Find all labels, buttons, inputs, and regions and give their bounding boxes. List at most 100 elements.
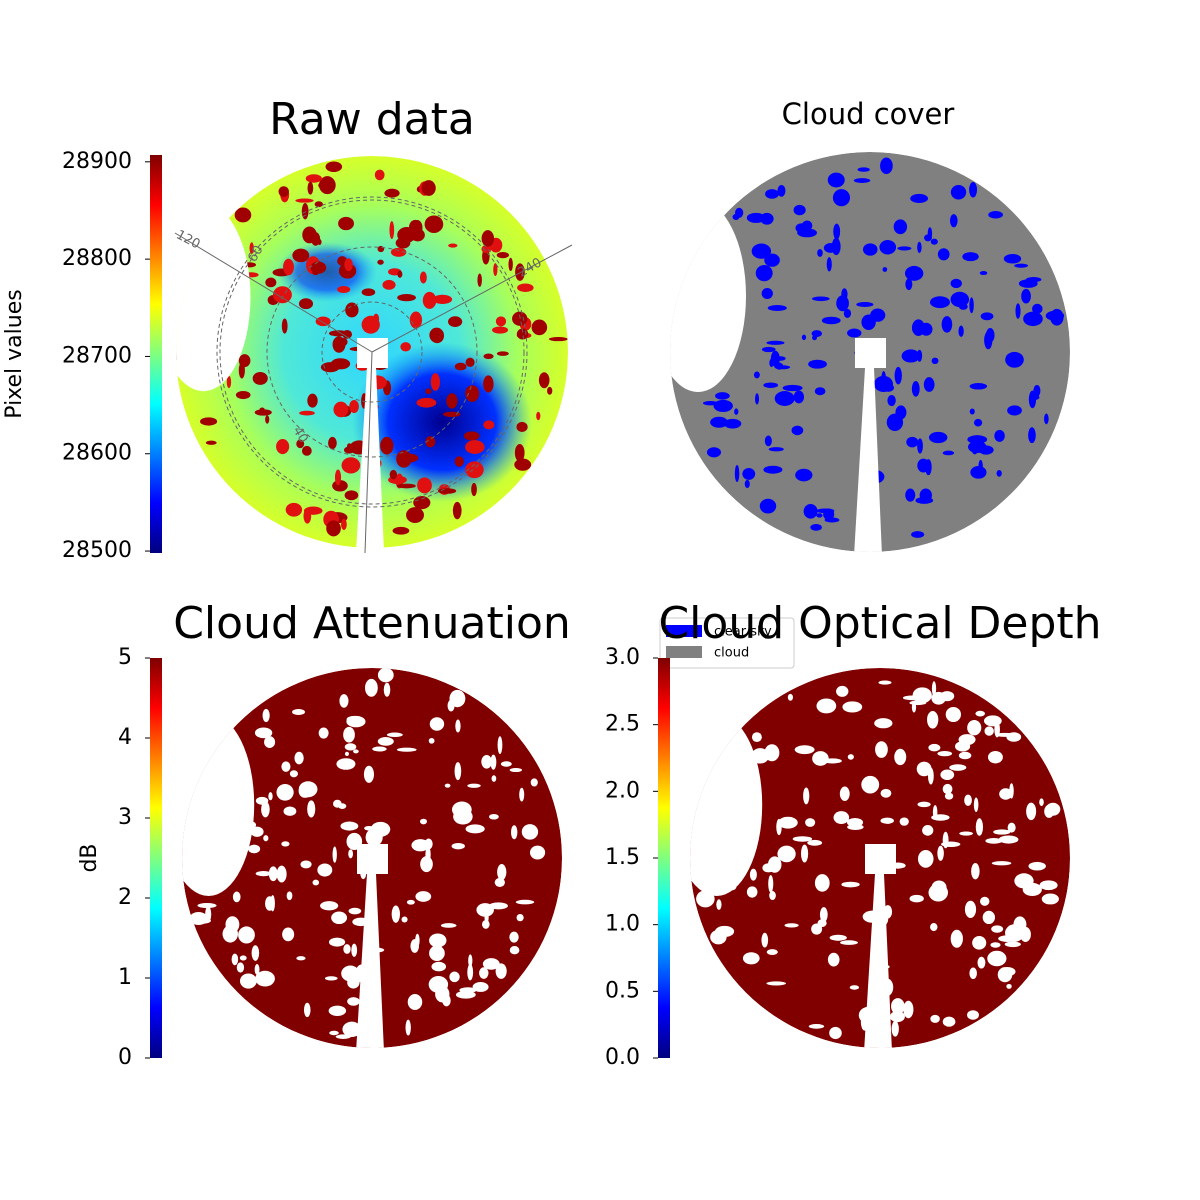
cloud-patch [411, 839, 430, 852]
cloud-patch [508, 257, 513, 271]
cloud-patch [1033, 384, 1041, 397]
cloud-patch [856, 302, 874, 308]
cloud-patch [924, 234, 932, 242]
cloud-patch [995, 732, 1015, 737]
cloud-patch [253, 950, 258, 961]
cloud-patch [292, 708, 306, 715]
cloud-patch [761, 346, 776, 353]
cloud-patch [889, 1010, 905, 1023]
cloud-patch [917, 438, 923, 454]
cloud-patch [975, 710, 986, 717]
cloud-patch [254, 409, 272, 416]
cloud-patch [348, 907, 362, 915]
cloud-patch [497, 864, 507, 881]
cloud-patch [812, 751, 829, 766]
cloud-patch [509, 946, 520, 955]
cloud-patch [901, 349, 920, 363]
cloud-patch [235, 390, 251, 400]
cloud-patch [325, 161, 343, 173]
cloud-patch [917, 801, 931, 808]
cloud-patch [937, 845, 944, 861]
colorbar-tick-label: 28500 [62, 538, 132, 563]
panel-title: Raw data [269, 94, 475, 145]
cloud-patch [917, 458, 930, 473]
cloud-patch [937, 248, 950, 261]
polar-axis [174, 232, 373, 353]
cloud-patch [909, 894, 924, 903]
cloud-patch [467, 964, 474, 981]
cloud-patch [847, 754, 854, 760]
cloud-patch [454, 762, 462, 781]
cloud-patch [465, 357, 475, 368]
cloud-patch [296, 956, 306, 961]
cloud-patch [377, 668, 394, 683]
cloud-patch [468, 954, 473, 968]
cloud-patch [330, 358, 351, 370]
cloud-patch [276, 439, 290, 455]
cloud-patch [514, 458, 532, 471]
cloud-patch [497, 736, 503, 755]
cloud-patch [482, 958, 500, 970]
cloud-patch [250, 826, 264, 837]
cloud-patch [406, 507, 424, 523]
cloud-patch [189, 911, 208, 925]
cloud-patch [931, 357, 939, 365]
cloud-patch [455, 719, 461, 733]
horizon-mask [690, 713, 763, 896]
cloud-patch [812, 296, 830, 302]
cloud-patch [492, 326, 509, 334]
cloud-patch [911, 319, 925, 336]
cloud-patch [827, 172, 845, 188]
cloud-patch [465, 824, 485, 834]
cloud-patch [980, 312, 994, 321]
cloud-patch [254, 727, 273, 739]
polar-axis [371, 244, 573, 353]
cloud-patch [205, 440, 217, 445]
cloud-patch [255, 796, 269, 805]
cloud-patch [766, 981, 787, 986]
colorbar-tick-label: 3 [118, 805, 132, 830]
polar-circle [219, 199, 525, 505]
cloud-patch [236, 962, 245, 973]
cloud-patch [296, 439, 305, 449]
cloud-patch [255, 970, 275, 987]
cloud-patch [1044, 413, 1049, 425]
cloud-patch [1006, 983, 1012, 989]
cloud-patch [767, 304, 787, 312]
cloud-patch [307, 800, 316, 818]
cloud-patch [777, 845, 796, 863]
cloud-patch [519, 787, 525, 802]
cloud-patch [238, 354, 251, 368]
colorbar-tick-label: 1.5 [605, 845, 640, 870]
colorbar-tick-label: 0.0 [605, 1045, 640, 1070]
sky-image [182, 668, 562, 1048]
cloud-patch [396, 450, 412, 468]
cloud-patch [548, 337, 568, 342]
cloud-patch [430, 373, 441, 391]
cloud-patch [734, 408, 739, 415]
cloud-patch [263, 835, 269, 842]
cloud-patch [1005, 351, 1024, 368]
cloud-patch [397, 270, 403, 278]
cloud-patch [1014, 263, 1029, 268]
cloud-patch [370, 821, 391, 837]
cloud-patch [764, 744, 780, 762]
cloud-patch [295, 198, 314, 203]
cloud-patch [282, 927, 295, 942]
cloud-patch [343, 726, 355, 743]
cloud-patch [715, 392, 730, 400]
arm-mask [854, 368, 882, 552]
cloud-patch [836, 685, 849, 697]
cloud-patch [454, 362, 467, 371]
cloud-patch [766, 949, 778, 955]
cloud-patch [495, 963, 507, 979]
cloud-patch [333, 401, 349, 418]
cloud-patch [307, 181, 314, 195]
cloud-patch [782, 384, 803, 392]
cloud-patch [514, 443, 525, 462]
cloud-patch [530, 778, 538, 787]
cloud-patch [979, 271, 988, 276]
cloud-patch [467, 783, 481, 788]
cloud-patch [766, 340, 785, 345]
cloud-patch [833, 811, 850, 824]
